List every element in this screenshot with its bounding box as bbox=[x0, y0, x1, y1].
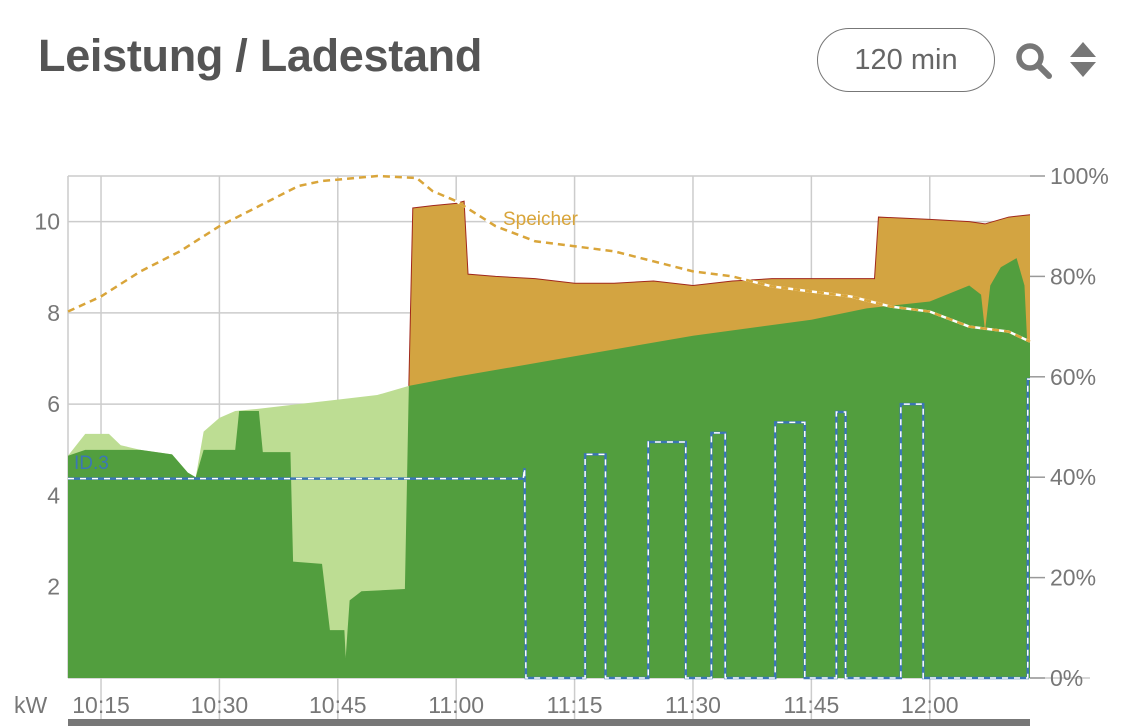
y-left-tick-label: 4 bbox=[47, 482, 60, 508]
y-left-tick-label: 6 bbox=[47, 391, 60, 417]
x-tick-label: 10:15 bbox=[72, 692, 130, 718]
speicher-soc-line bbox=[67, 174, 1031, 343]
sort-updown-icon[interactable] bbox=[1068, 40, 1098, 80]
y-right-tick-label: 60% bbox=[1050, 364, 1096, 390]
speicher-series-label: Speicher bbox=[503, 209, 579, 230]
y-right-tick-label: 80% bbox=[1050, 263, 1096, 289]
y-right-tick-label: 100% bbox=[1050, 163, 1109, 189]
y-axis-unit-label: kW bbox=[14, 692, 48, 718]
id3-series-label: ID.3 bbox=[74, 453, 109, 474]
y-left-tick-label: 10 bbox=[34, 209, 60, 235]
time-range-button[interactable]: 120 min bbox=[817, 28, 995, 92]
y-left-tick-label: 2 bbox=[47, 574, 60, 600]
x-tick-label: 12:00 bbox=[901, 692, 959, 718]
card-title: Leistung / Ladestand bbox=[38, 30, 483, 81]
x-tick-label: 11:45 bbox=[783, 692, 839, 718]
y-left-tick-label: 8 bbox=[47, 300, 60, 326]
x-tick-label: 10:30 bbox=[191, 692, 249, 718]
y-right-tick-label: 0% bbox=[1050, 665, 1083, 691]
line-series bbox=[67, 174, 1031, 680]
pv-direct-area bbox=[68, 258, 1030, 678]
id3-charging-line-dash bbox=[68, 378, 1030, 679]
x-tick-label: 11:15 bbox=[547, 692, 603, 718]
x-tick-label: 11:00 bbox=[428, 692, 484, 718]
range-scrollbar[interactable] bbox=[68, 719, 1030, 726]
x-tick-label: 11:30 bbox=[665, 692, 721, 718]
y-right-tick-label: 20% bbox=[1050, 565, 1096, 591]
x-tick-label: 10:45 bbox=[309, 692, 367, 718]
y-right-tick-label: 40% bbox=[1050, 464, 1096, 490]
search-icon[interactable] bbox=[1013, 40, 1055, 82]
area-series bbox=[68, 200, 1031, 678]
